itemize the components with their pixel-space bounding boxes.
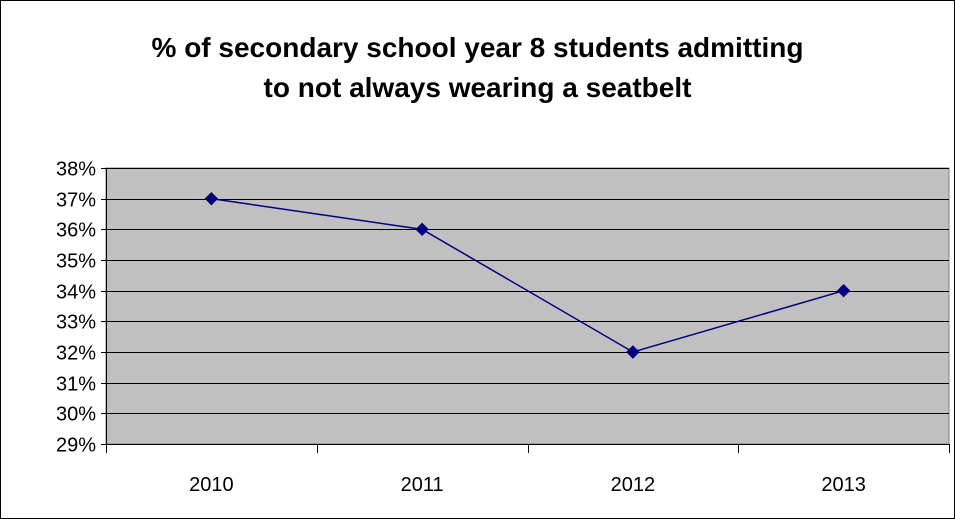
y-axis-tick-labels: 29% 30% 31% 32% 33% 34% 35% 36% 37% 38%: [56, 159, 96, 457]
chart-title-line-2: to not always wearing a seatbelt: [263, 72, 692, 103]
series-group: [204, 191, 851, 359]
y-tick-label: 29%: [56, 435, 96, 457]
x-tick-label: 2013: [821, 474, 866, 496]
x-tick-label: 2010: [189, 474, 234, 496]
y-tick-label: 34%: [56, 282, 96, 304]
chart-title-line-1: % of secondary school year 8 students ad…: [151, 32, 804, 63]
series-line: [211, 197, 844, 353]
data-point-marker: [836, 283, 851, 298]
y-tick-label: 32%: [56, 343, 96, 365]
axes: [106, 168, 950, 453]
y-tick-label: 31%: [56, 374, 96, 396]
y-tick-label: 38%: [56, 159, 96, 181]
data-point-marker: [204, 191, 219, 206]
x-tick-label: 2011: [401, 474, 444, 496]
y-tick-label: 35%: [56, 251, 96, 273]
y-tick-label: 37%: [56, 190, 96, 212]
plot-area: [105, 167, 950, 445]
chart-title: % of secondary school year 8 students ad…: [0, 28, 955, 108]
data-point-marker: [626, 345, 640, 359]
data-point-marker: [415, 222, 429, 237]
y-tick-label: 33%: [56, 312, 96, 334]
y-tick-label: 36%: [56, 220, 96, 242]
x-axis-tick-labels: 2010 2011 2012 2013: [189, 474, 866, 496]
gridlines: [101, 168, 949, 445]
x-tick-label: 2012: [611, 474, 656, 496]
y-tick-label: 30%: [56, 404, 96, 426]
